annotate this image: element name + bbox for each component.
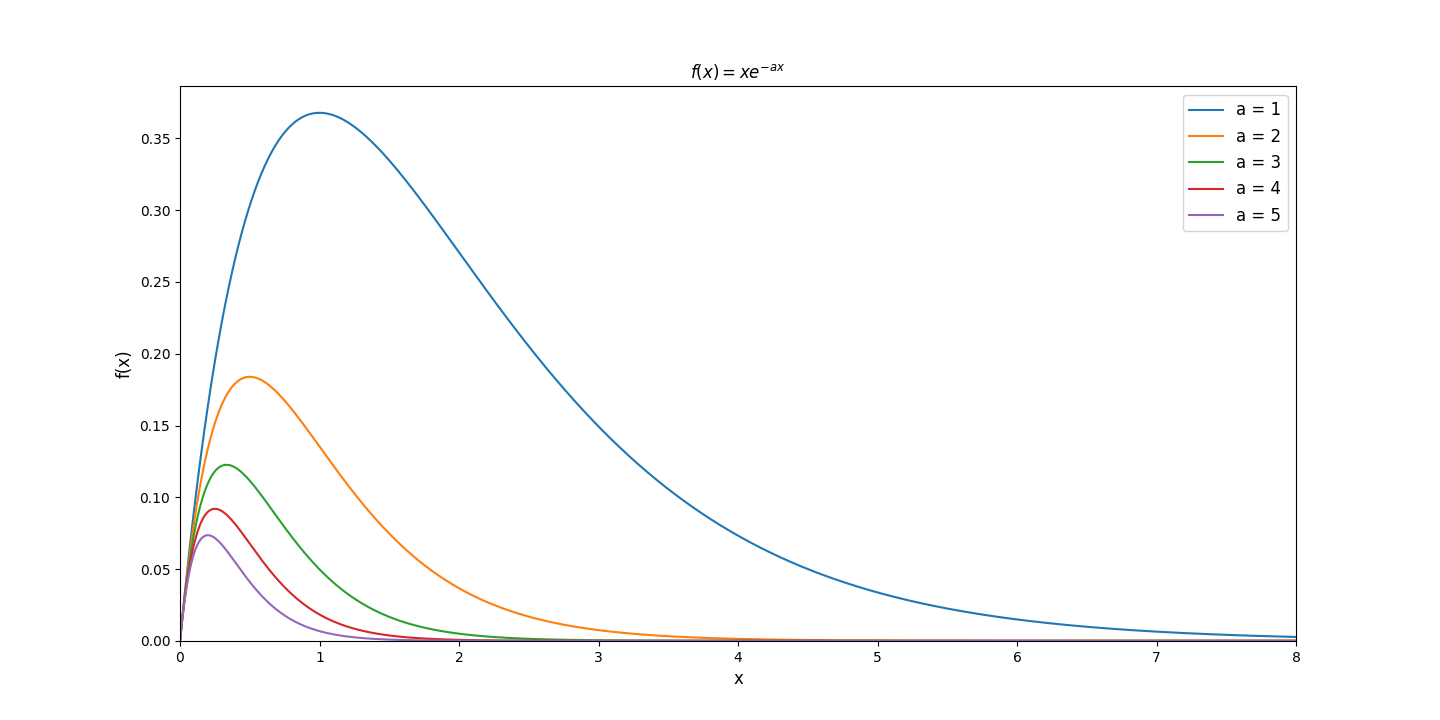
a = 1 xyxy=(664,488,681,497)
a = 1 xyxy=(939,604,956,613)
a = 4 xyxy=(1043,636,1060,645)
X-axis label: x: x xyxy=(733,670,743,688)
Legend: a = 1, a = 2, a = 3, a = 4, a = 5: a = 1, a = 2, a = 3, a = 4, a = 5 xyxy=(1182,95,1287,231)
a = 4 xyxy=(206,505,223,513)
a = 5 xyxy=(199,531,216,539)
a = 2 xyxy=(1043,636,1060,645)
a = 3 xyxy=(624,636,641,645)
a = 5 xyxy=(664,636,681,645)
a = 1 xyxy=(1287,633,1305,642)
a = 4 xyxy=(664,636,681,645)
a = 2 xyxy=(240,372,258,381)
a = 5 xyxy=(939,636,956,645)
a = 3 xyxy=(1287,636,1305,645)
a = 4 xyxy=(1287,636,1305,645)
a = 1 xyxy=(624,455,641,464)
a = 4 xyxy=(1063,636,1080,645)
a = 5 xyxy=(1043,636,1060,645)
a = 3 xyxy=(287,537,304,546)
a = 3 xyxy=(664,636,681,645)
a = 3 xyxy=(1063,636,1080,645)
a = 2 xyxy=(1063,636,1080,645)
a = 4 xyxy=(171,636,189,645)
a = 1 xyxy=(311,109,328,117)
a = 4 xyxy=(287,593,304,601)
a = 2 xyxy=(939,636,956,645)
a = 3 xyxy=(939,636,956,645)
a = 3 xyxy=(171,636,189,645)
Line: a = 5: a = 5 xyxy=(180,535,1296,641)
a = 3 xyxy=(1043,636,1060,645)
a = 2 xyxy=(624,629,641,638)
a = 4 xyxy=(939,636,956,645)
a = 3 xyxy=(219,461,236,469)
a = 4 xyxy=(624,636,641,645)
Line: a = 1: a = 1 xyxy=(180,113,1296,641)
a = 1 xyxy=(285,119,302,127)
a = 1 xyxy=(1043,619,1060,628)
Line: a = 3: a = 3 xyxy=(180,465,1296,641)
Y-axis label: f(x): f(x) xyxy=(117,349,134,378)
a = 2 xyxy=(287,409,304,418)
a = 5 xyxy=(287,617,304,626)
Title: $f(x) = xe^{-ax}$: $f(x) = xe^{-ax}$ xyxy=(690,62,786,82)
Line: a = 4: a = 4 xyxy=(180,509,1296,641)
Line: a = 2: a = 2 xyxy=(180,377,1296,641)
a = 2 xyxy=(1287,636,1305,645)
a = 5 xyxy=(1063,636,1080,645)
a = 5 xyxy=(624,636,641,645)
a = 2 xyxy=(664,632,681,641)
a = 1 xyxy=(1063,621,1080,630)
a = 2 xyxy=(171,636,189,645)
a = 1 xyxy=(171,636,189,645)
a = 5 xyxy=(1287,636,1305,645)
a = 5 xyxy=(171,636,189,645)
